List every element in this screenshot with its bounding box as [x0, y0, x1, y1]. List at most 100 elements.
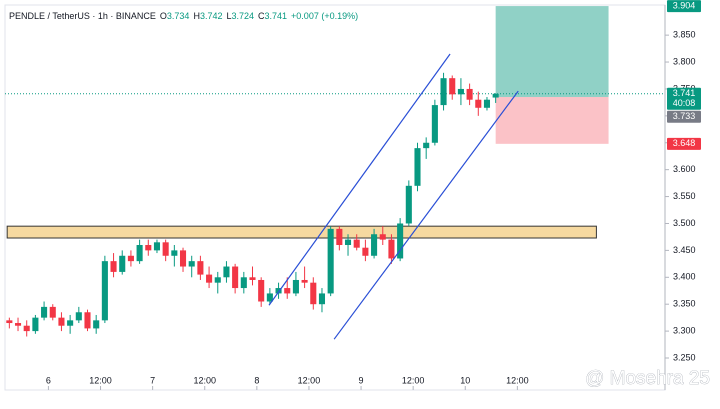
x-tick-label: 7 — [150, 375, 155, 385]
candle-body — [67, 320, 74, 326]
candle-body — [49, 306, 56, 318]
y-tick-label: 3.600 — [673, 164, 696, 174]
support-zone — [6, 225, 597, 239]
candle-body — [75, 312, 82, 321]
countdown: 40:08 — [673, 98, 696, 108]
candle-body — [119, 255, 126, 272]
y-tick-label: 3.350 — [673, 299, 696, 309]
candle-body — [327, 228, 334, 294]
candle-body — [188, 261, 195, 267]
header: PENDLE / TetherUS · 1h · BINANCE O3.734 H3… — [9, 11, 358, 21]
candle-body — [266, 293, 273, 302]
candle-body — [492, 93, 499, 98]
candle-body — [344, 239, 352, 246]
candle-body — [58, 317, 65, 326]
x-tick-label: 9 — [359, 375, 364, 385]
candle-body — [223, 266, 230, 278]
candle-body — [232, 266, 239, 289]
y-tick-label: 3.500 — [673, 218, 696, 228]
candle-body — [258, 279, 265, 302]
candle-body — [362, 247, 369, 256]
candle-body — [14, 323, 22, 326]
symbol: PENDLE / TetherUS · 1h · BINANCE — [9, 11, 156, 21]
candle-body — [145, 245, 152, 251]
candle-body — [206, 274, 213, 283]
price-label: 3.741 — [673, 88, 696, 98]
candle-body — [110, 261, 117, 272]
candle-body — [431, 105, 438, 143]
candle-body — [6, 320, 13, 324]
candle-body — [379, 234, 386, 240]
candle-body — [93, 320, 100, 329]
candle-body — [475, 99, 482, 108]
candle-body — [397, 223, 404, 259]
candle-body — [440, 78, 447, 106]
candle-body — [483, 99, 491, 108]
candle-body — [84, 312, 91, 329]
target-box — [495, 6, 609, 98]
candle-body — [179, 250, 187, 267]
candle-body — [23, 325, 30, 332]
candle-body — [162, 242, 169, 256]
watermark: @ Mosehra 25 — [585, 368, 710, 389]
candle-body — [353, 239, 360, 248]
x-tick-label: 12:00 — [89, 375, 112, 385]
candle-body — [153, 242, 161, 251]
candle-body — [32, 317, 39, 332]
x-tick-label: 12:00 — [506, 375, 529, 385]
ohlc-label: H — [193, 11, 200, 21]
ohlc-label: C — [258, 11, 265, 21]
candle-body — [423, 142, 430, 149]
candle-body — [292, 279, 299, 294]
candle-body — [197, 261, 204, 275]
candle-body — [414, 148, 421, 186]
ohlc-value: 3.724 — [231, 11, 254, 21]
price-label: 3.904 — [673, 0, 696, 10]
x-tick-label: 6 — [46, 375, 51, 385]
x-tick-label: 12:00 — [402, 375, 425, 385]
candle-body — [371, 234, 378, 256]
candle-body — [240, 277, 247, 289]
y-tick-label: 3.550 — [673, 191, 696, 201]
candle-body — [301, 279, 308, 283]
candle-body — [214, 277, 221, 283]
stop-box — [495, 97, 609, 144]
candle-body — [136, 245, 143, 262]
y-tick-label: 3.300 — [673, 325, 696, 335]
candle-body — [101, 261, 108, 321]
y-tick-label: 3.450 — [673, 245, 696, 255]
price-label-bg — [667, 110, 701, 123]
y-tick-label: 3.400 — [673, 272, 696, 282]
price-label-bg — [667, 0, 701, 13]
channel-line — [333, 90, 519, 340]
candle-body — [466, 88, 473, 100]
candle-body — [171, 250, 178, 256]
change: +0.007 (+0.19%) — [291, 11, 358, 21]
ohlc-value: 3.741 — [265, 11, 288, 21]
price-label: 3.648 — [673, 138, 696, 148]
candle-body — [275, 288, 282, 294]
ohlc-value: 3.742 — [200, 11, 223, 21]
ohlc-label: O — [160, 11, 167, 21]
price-label: 3.733 — [673, 111, 696, 121]
candle-body — [41, 306, 48, 318]
candle-body — [284, 288, 291, 294]
price-label-bg — [667, 87, 701, 110]
ohlc-label: L — [226, 11, 231, 21]
channel-line — [268, 53, 451, 306]
candle-body — [336, 228, 343, 246]
x-tick-label: 10 — [460, 375, 470, 385]
candle-body — [388, 239, 395, 259]
y-tick-label: 3.850 — [673, 30, 696, 40]
candle-body — [127, 255, 134, 262]
x-tick-label: 12:00 — [298, 375, 321, 385]
candle-body — [318, 293, 326, 305]
x-tick-label: 12:00 — [193, 375, 216, 385]
candle-body — [249, 277, 256, 280]
price-label-bg — [667, 137, 701, 150]
candle-body — [405, 185, 412, 224]
ohlc-value: 3.734 — [167, 11, 190, 21]
x-tick-label: 8 — [254, 375, 259, 385]
